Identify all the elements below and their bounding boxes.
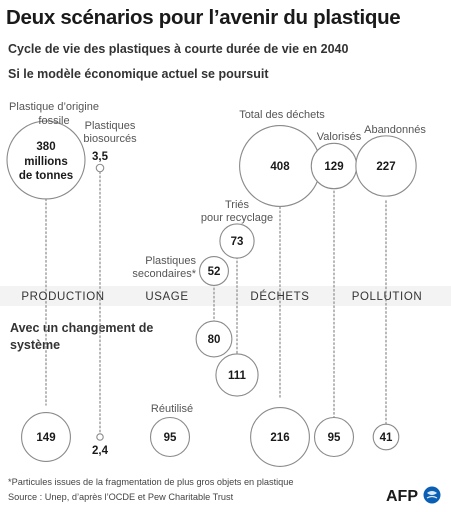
change-value-3: 2,4 [92, 445, 109, 457]
label-biosourced-line2: biosourcés [83, 133, 137, 145]
current-bubble-3 [219, 223, 255, 259]
label-sorted-line1: Triés [225, 199, 250, 211]
current-bubble-0 [6, 120, 86, 200]
source-note: Source : Unep, d’après l’OCDE et Pew Cha… [8, 492, 234, 502]
flow-lines [45, 171, 387, 434]
current-bubble-1 [95, 163, 105, 173]
label-recovered: Valorisés [317, 131, 362, 143]
label-fossil-line2: fossile [38, 115, 69, 127]
change-bubble-4 [149, 416, 191, 458]
stage-label-1: USAGE [145, 291, 188, 303]
bubble-labels: 380 millions de tonnes 3,5 52 73 408 129 227 80 11… [9, 101, 426, 457]
current-value-4: 408 [270, 161, 290, 173]
change-bubble-7 [372, 423, 400, 451]
label-biosourced-line1: Plastiques [85, 120, 136, 132]
change-bubble-6 [313, 416, 355, 458]
change-bubble-0 [195, 320, 233, 358]
change-bubble-1 [215, 353, 259, 397]
current-bubble-2 [199, 256, 229, 286]
footnote: *Particules issues de la fragmentation d… [8, 477, 294, 487]
current-value-5: 129 [324, 161, 343, 173]
stage-labels: PRODUCTION USAGE DÉCHETS POLLUTION [21, 290, 423, 303]
change-value-7: 41 [380, 432, 393, 444]
change-value-2: 149 [36, 432, 55, 444]
label-reused: Réutilisé [151, 403, 193, 415]
label-secondary-line1: Plastiques [145, 255, 196, 267]
label-total-waste: Total des déchets [239, 109, 325, 121]
current-value-0: 380 [36, 141, 55, 153]
svg-text:AFP: AFP [386, 488, 418, 505]
label-secondary-line2: secondaires* [132, 268, 196, 280]
label-fossil-line1: Plastique d’origine [9, 101, 99, 113]
change-value-5: 216 [270, 432, 289, 444]
change-bubble-2 [21, 412, 71, 462]
current-value-2: 52 [208, 266, 221, 278]
current-unit-line1-0: millions [24, 156, 67, 168]
current-unit-line2-0: de tonnes [19, 170, 73, 182]
change-bubble-5 [250, 407, 310, 467]
afp-logo: AFP [386, 486, 441, 505]
change-value-0: 80 [208, 334, 221, 346]
current-value-3: 73 [231, 236, 244, 248]
current-value-6: 227 [376, 161, 395, 173]
label-sorted-line2: pour recyclage [201, 212, 273, 224]
change-bubble-3 [96, 433, 104, 441]
stage-label-0: PRODUCTION [21, 291, 104, 303]
current-bubble-6 [355, 135, 417, 197]
chart-subtitle: Cycle de vie des plastiques à courte dur… [8, 42, 349, 56]
change-value-6: 95 [328, 432, 341, 444]
stage-label-3: POLLUTION [352, 291, 423, 303]
label-abandoned: Abandonnés [364, 124, 426, 136]
bubbles [6, 120, 417, 467]
change-value-4: 95 [164, 432, 177, 444]
chart-title: Deux scénarios pour l’avenir du plastiqu… [6, 6, 401, 29]
scenario-current-heading: Si le modèle économique actuel se poursu… [8, 67, 269, 81]
stage-band [0, 286, 451, 306]
change-value-1: 111 [228, 370, 247, 382]
current-value-1: 3,5 [92, 151, 109, 163]
stage-label-2: DÉCHETS [250, 290, 309, 303]
